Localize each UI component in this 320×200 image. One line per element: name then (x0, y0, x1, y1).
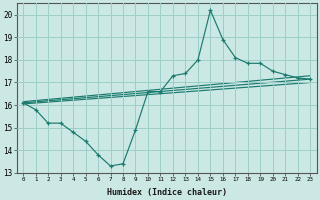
X-axis label: Humidex (Indice chaleur): Humidex (Indice chaleur) (107, 188, 227, 197)
